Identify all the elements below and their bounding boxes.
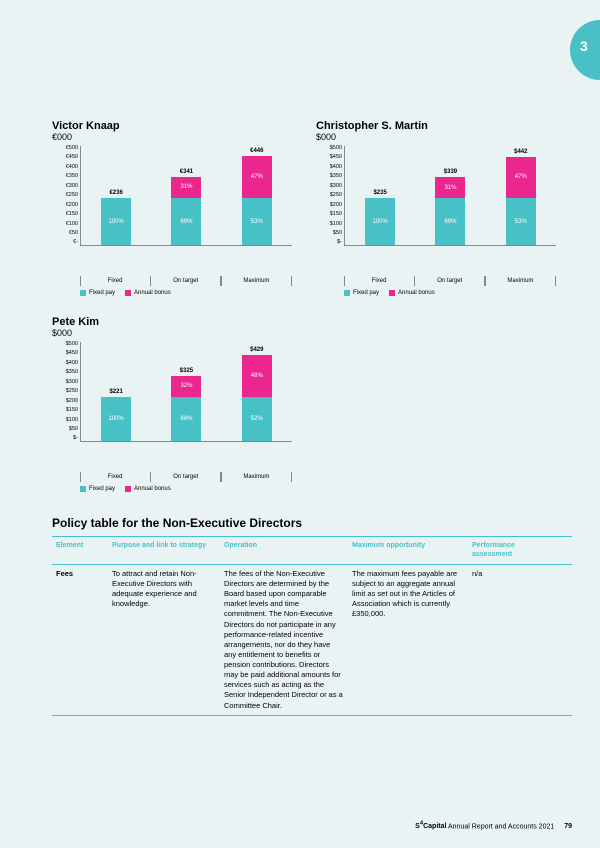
chart-title: Christopher S. Martin [316,120,556,132]
bar: $221 100% [96,389,136,441]
plot: $221 100% $325 68%32% $429 52%48% [80,342,292,442]
plot: $235 100% $339 69%31% $442 53%47% [344,146,556,246]
bar: $442 53%47% [501,149,541,245]
segment-fixed-pay: 69% [171,198,201,245]
chart-area: €-€50€100€150€200€250€300€350€400€450€50… [52,146,292,276]
footer-page-number: 79 [564,823,572,830]
th-maximum: Maximum opportunity [348,537,468,564]
chart-unit: €000 [52,132,292,142]
bar-total-label: $235 [373,190,386,196]
segment-annual-bonus: 48% [242,355,272,397]
chart-title: Pete Kim [52,316,292,328]
bar: $235 100% [360,190,400,245]
y-axis: €-€50€100€150€200€250€300€350€400€450€50… [52,146,80,246]
legend-swatch [389,290,395,296]
x-axis-labels: FixedOn targetMaximum [80,472,292,482]
bar-total-label: $442 [514,149,527,155]
legend-swatch [125,290,131,296]
bar-total-label: €446 [250,148,263,154]
td-element: Fees [52,565,108,715]
plot: €236 100% €341 69%31% €446 53%47% [80,146,292,246]
legend-swatch [125,486,131,492]
segment-fixed-pay: 69% [435,198,465,245]
legend-fixed-pay: Fixed pay [80,290,115,296]
bar: €446 53%47% [237,148,277,245]
chart-unit: $000 [52,328,292,338]
legend-annual-bonus: Annual bonus [125,486,171,492]
page-footer: S4Capital Annual Report and Accounts 202… [415,821,572,830]
bar-total-label: €236 [109,190,122,196]
td-operation: The fees of the Non-Executive Directors … [220,565,348,715]
segment-annual-bonus: 31% [435,177,465,198]
y-axis: $-$50$100$150$200$250$300$350$400$450$50… [316,146,344,246]
policy-table: Element Purpose and link to strategy Ope… [52,536,572,716]
policy-table-row: Fees To attract and retain Non-Executive… [52,565,572,716]
chart-area: $-$50$100$150$200$250$300$350$400$450$50… [316,146,556,276]
legend-annual-bonus: Annual bonus [125,290,171,296]
bar-total-label: €341 [180,169,193,175]
td-purpose: To attract and retain Non-Executive Dire… [108,565,220,715]
segment-fixed-pay: 100% [101,397,131,441]
th-performance: Performance assessment [468,537,548,564]
legend-swatch [80,486,86,492]
x-axis-labels: FixedOn targetMaximum [344,276,556,286]
chart-victor-knaap: Victor Knaap€000 €-€50€100€150€200€250€30… [52,120,292,296]
segment-fixed-pay: 100% [101,198,131,245]
bar-total-label: $221 [109,389,122,395]
td-performance: n/a [468,565,548,715]
chart-legend: Fixed pay Annual bonus [80,290,292,296]
chart-area: $-$50$100$150$200$250$300$350$400$450$50… [52,342,292,472]
segment-annual-bonus: 47% [242,156,272,198]
y-axis: $-$50$100$150$200$250$300$350$400$450$50… [52,342,80,442]
legend-swatch [80,290,86,296]
segment-annual-bonus: 32% [171,376,201,397]
segment-annual-bonus: 31% [171,177,201,198]
footer-company-rest: Capital [423,823,446,830]
th-element: Element [52,537,108,564]
legend-fixed-pay: Fixed pay [344,290,379,296]
section-number: 3 [580,38,588,54]
th-purpose: Purpose and link to strategy [108,537,220,564]
chart-legend: Fixed pay Annual bonus [344,290,556,296]
segment-annual-bonus: 47% [506,157,536,198]
chart-pete-kim: Pete Kim$000 $-$50$100$150$200$250$300$35… [52,316,292,492]
legend-fixed-pay: Fixed pay [80,486,115,492]
segment-fixed-pay: 68% [171,397,201,441]
bar-total-label: $339 [444,169,457,175]
segment-fixed-pay: 53% [242,198,272,245]
x-axis-labels: FixedOn targetMaximum [80,276,292,286]
chart-title: Victor Knaap [52,120,292,132]
legend-annual-bonus: Annual bonus [389,290,435,296]
chart-christopher-martin: Christopher S. Martin$000 $-$50$100$150$2… [316,120,556,296]
legend-swatch [344,290,350,296]
footer-doc-title: Annual Report and Accounts 2021 [448,823,554,830]
bar: €341 69%31% [166,169,206,245]
chart-legend: Fixed pay Annual bonus [80,486,292,492]
segment-fixed-pay: 100% [365,198,395,245]
bar-total-label: $429 [250,347,263,353]
policy-table-title: Policy table for the Non-Executive Direc… [52,516,572,530]
charts-row-2: Pete Kim$000 $-$50$100$150$200$250$300$35… [52,316,572,492]
td-maximum: The maximum fees payable are subject to … [348,565,468,715]
bar: €236 100% [96,190,136,245]
bar: $339 69%31% [430,169,470,245]
bar-total-label: $325 [180,368,193,374]
bar: $325 68%32% [166,368,206,441]
charts-row-1: Victor Knaap€000 €-€50€100€150€200€250€30… [52,120,572,296]
th-operation: Operation [220,537,348,564]
chart-unit: $000 [316,132,556,142]
page-content: Victor Knaap€000 €-€50€100€150€200€250€30… [0,0,600,756]
bar: $429 52%48% [237,347,277,441]
segment-fixed-pay: 52% [242,397,272,441]
segment-fixed-pay: 53% [506,198,536,245]
policy-table-header: Element Purpose and link to strategy Ope… [52,537,572,565]
